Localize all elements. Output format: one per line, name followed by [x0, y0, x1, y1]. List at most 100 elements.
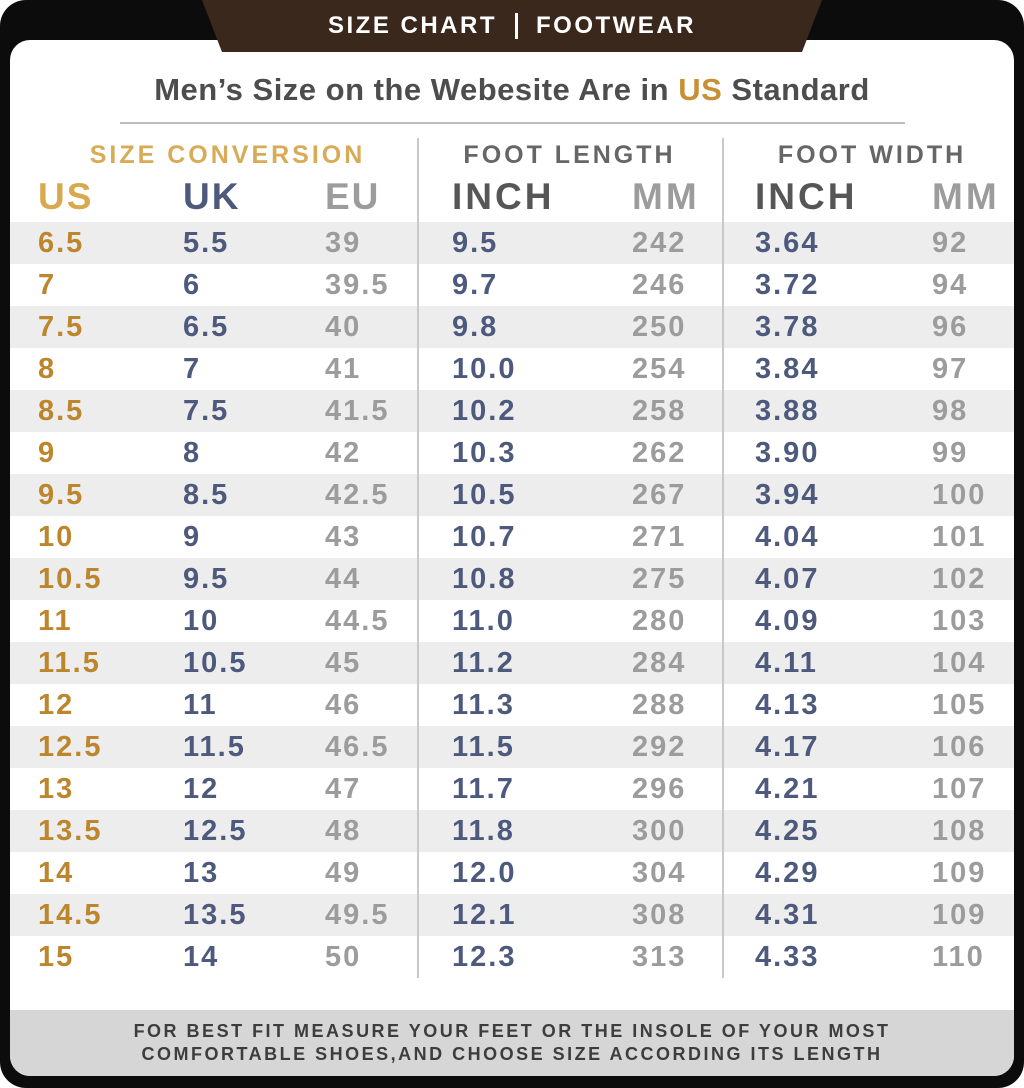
cell-length-mm: 267 — [632, 478, 687, 511]
cell-length-inch: 11.3 — [452, 688, 515, 721]
cell-length-mm: 271 — [632, 520, 687, 553]
cell-uk: 6 — [183, 268, 202, 301]
table-row: 11.5 10.5 45 11.2 284 4.11 104 — [10, 642, 1014, 684]
cell-uk: 6.5 — [183, 310, 230, 343]
table-row: 12 11 46 11.3 288 4.13 105 — [10, 684, 1014, 726]
cell-width-mm: 97 — [932, 352, 969, 385]
cell-width-mm: 99 — [932, 436, 969, 469]
size-table-body: 6.5 5.5 39 9.5 242 3.64 92 7 6 39.5 9.7 246 3.72 94 7.… — [10, 222, 1014, 978]
cell-eu: 40 — [325, 310, 362, 343]
col-header-eu: EU — [325, 176, 381, 217]
cell-length-inch: 11.0 — [452, 604, 515, 637]
group-foot-length: FOOT LENGTH — [463, 140, 676, 169]
table-row: 14.5 13.5 49.5 12.1 308 4.31 109 — [10, 894, 1014, 936]
cell-length-mm: 254 — [632, 352, 687, 385]
page-title: Men’s Size on the Webesite Are in US Sta… — [10, 72, 1014, 108]
cell-length-mm: 292 — [632, 730, 687, 763]
cell-length-inch: 10.8 — [452, 562, 517, 595]
cell-width-inch: 3.90 — [755, 436, 820, 469]
cell-width-inch: 4.11 — [755, 646, 818, 679]
cell-uk: 9.5 — [183, 562, 230, 595]
cell-width-mm: 110 — [932, 940, 985, 973]
cell-width-mm: 109 — [932, 898, 987, 931]
banner-left-label: SIZE CHART — [328, 12, 497, 39]
cell-width-inch: 3.64 — [755, 226, 820, 259]
cell-eu: 48 — [325, 814, 362, 847]
cell-us: 12 — [38, 688, 75, 721]
col-header-width-inch: INCH — [755, 176, 858, 217]
table-row: 8 7 41 10.0 254 3.84 97 — [10, 348, 1014, 390]
cell-length-mm: 258 — [632, 394, 687, 427]
cell-uk: 12 — [183, 772, 220, 805]
col-header-length-inch: INCH — [452, 176, 555, 217]
cell-us: 8.5 — [38, 394, 85, 427]
cell-uk: 5.5 — [183, 226, 230, 259]
cell-length-mm: 284 — [632, 646, 687, 679]
cell-eu: 41 — [325, 352, 362, 385]
title-highlight: US — [678, 72, 723, 107]
cell-length-inch: 11.7 — [452, 772, 515, 805]
cell-length-inch: 9.8 — [452, 310, 499, 343]
cell-us: 9.5 — [38, 478, 85, 511]
cell-length-inch: 9.5 — [452, 226, 499, 259]
cell-width-mm: 105 — [932, 688, 987, 721]
cell-us: 12.5 — [38, 730, 103, 763]
cell-length-inch: 10.0 — [452, 352, 517, 385]
cell-eu: 49 — [325, 856, 362, 889]
cell-width-mm: 94 — [932, 268, 969, 301]
cell-eu: 46 — [325, 688, 362, 721]
table-row: 9.5 8.5 42.5 10.5 267 3.94 100 — [10, 474, 1014, 516]
cell-length-mm: 308 — [632, 898, 687, 931]
cell-uk: 11 — [183, 688, 218, 721]
banner-right-label: FOOTWEAR — [536, 12, 696, 39]
cell-length-inch: 10.3 — [452, 436, 517, 469]
cell-length-inch: 12.1 — [452, 898, 517, 931]
cell-length-inch: 11.8 — [452, 814, 515, 847]
table-row: 15 14 50 12.3 313 4.33 110 — [10, 936, 1014, 978]
group-foot-width: FOOT WIDTH — [777, 140, 967, 169]
cell-us: 14 — [38, 856, 75, 889]
table-row: 7.5 6.5 40 9.8 250 3.78 96 — [10, 306, 1014, 348]
cell-uk: 11.5 — [183, 730, 246, 763]
cell-length-inch: 10.5 — [452, 478, 517, 511]
table-row: 8.5 7.5 41.5 10.2 258 3.88 98 — [10, 390, 1014, 432]
footer-note: FOR BEST FIT MEASURE YOUR FEET OR THE IN… — [10, 1010, 1014, 1076]
cell-length-mm: 304 — [632, 856, 687, 889]
cell-width-inch: 4.04 — [755, 520, 820, 553]
cell-length-mm: 300 — [632, 814, 687, 847]
cell-uk: 8 — [183, 436, 202, 469]
cell-width-mm: 92 — [932, 226, 969, 259]
cell-length-inch: 10.7 — [452, 520, 517, 553]
cell-width-mm: 108 — [932, 814, 987, 847]
cell-width-mm: 106 — [932, 730, 987, 763]
title-suffix: Standard — [722, 72, 870, 107]
cell-width-inch: 4.33 — [755, 940, 820, 973]
table-row: 11 10 44.5 11.0 280 4.09 103 — [10, 600, 1014, 642]
cell-eu: 41.5 — [325, 394, 390, 427]
cell-us: 8 — [38, 352, 57, 385]
table-row: 14 13 49 12.0 304 4.29 109 — [10, 852, 1014, 894]
cell-eu: 44.5 — [325, 604, 390, 637]
cell-eu: 44 — [325, 562, 362, 595]
cell-uk: 7.5 — [183, 394, 230, 427]
table-row: 13.5 12.5 48 11.8 300 4.25 108 — [10, 810, 1014, 852]
cell-width-inch: 4.21 — [755, 772, 820, 805]
cell-eu: 47 — [325, 772, 362, 805]
cell-width-inch: 3.88 — [755, 394, 820, 427]
cell-eu: 39.5 — [325, 268, 390, 301]
banner: SIZE CHART FOOTWEAR — [202, 0, 822, 52]
cell-width-mm: 102 — [932, 562, 987, 595]
cell-eu: 45 — [325, 646, 362, 679]
cell-eu: 49.5 — [325, 898, 390, 931]
footer-line-2: COMFORTABLE SHOES,AND CHOOSE SIZE ACCORD… — [141, 1044, 883, 1064]
vertical-divider-2 — [722, 138, 724, 978]
footer-line-1: FOR BEST FIT MEASURE YOUR FEET OR THE IN… — [133, 1021, 891, 1041]
col-header-width-mm: MM — [932, 176, 1000, 217]
group-header-row: SIZE CONVERSION FOOT LENGTH FOOT WIDTH — [10, 138, 1014, 172]
size-table: SIZE CONVERSION FOOT LENGTH FOOT WIDTH U… — [10, 138, 1014, 978]
cell-uk: 9 — [183, 520, 202, 553]
cell-length-inch: 11.5 — [452, 730, 515, 763]
cell-width-inch: 3.72 — [755, 268, 820, 301]
title-divider — [119, 122, 905, 124]
